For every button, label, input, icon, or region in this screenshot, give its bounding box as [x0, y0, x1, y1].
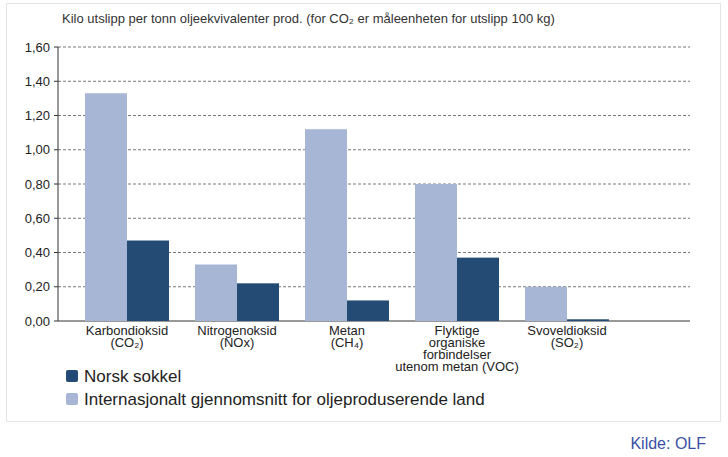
- chart: Kilo utslipp per tonn oljeekvivalenter p…: [0, 0, 728, 457]
- bar: [457, 258, 499, 321]
- tick-mark: [54, 47, 58, 48]
- y-tick-label: 1,00: [25, 142, 50, 157]
- y-tick-label: 0,40: [25, 245, 50, 260]
- source: Kilde: OLF: [630, 435, 706, 452]
- bar: [85, 93, 127, 321]
- bar: [305, 129, 347, 321]
- bar: [567, 319, 609, 321]
- tick-mark: [54, 81, 58, 82]
- tick-mark: [54, 149, 58, 150]
- tick-mark: [54, 321, 58, 322]
- grid-line: [58, 115, 690, 116]
- bar: [415, 184, 457, 321]
- legend-swatch: [66, 393, 78, 405]
- x-tick-label: Nitrogenoksid(NOx): [197, 323, 277, 350]
- x-tick-label: Flyktigeorganiskeforbindelserutenom meta…: [395, 323, 519, 374]
- y-tick-label: 0,20: [25, 279, 50, 294]
- legend-swatch: [66, 370, 78, 382]
- x-tick-label: Metan(CH₄): [329, 323, 365, 350]
- legend-label: Internasjonalt gjennomsnitt for oljeprod…: [84, 390, 485, 409]
- tick-mark: [54, 252, 58, 253]
- title: Kilo utslipp per tonn oljeekvivalenter p…: [62, 11, 555, 26]
- bar: [195, 264, 237, 321]
- y-tick-label: 0,80: [25, 177, 50, 192]
- bar: [525, 287, 567, 321]
- y-tick-label: 1,20: [25, 108, 50, 123]
- grid-line: [58, 184, 690, 185]
- grid-line: [58, 47, 690, 48]
- x-tick-label: Karbondioksid(CO₂): [86, 323, 168, 350]
- tick-mark: [54, 115, 58, 116]
- y-tick-label: 0,60: [25, 211, 50, 226]
- tick-mark: [54, 286, 58, 287]
- grid-line: [58, 149, 690, 150]
- panel: [7, 4, 721, 422]
- legend-label: Norsk sokkel: [84, 367, 181, 386]
- bars: [85, 93, 609, 321]
- bar: [127, 241, 169, 321]
- y-tick-label: 1,60: [25, 40, 50, 55]
- x-tick-label: Svoveldioksid(SO₂): [527, 323, 607, 350]
- bar: [237, 283, 279, 321]
- bar: [347, 300, 389, 321]
- grid-line: [58, 218, 690, 219]
- y-tick-label: 1,40: [25, 74, 50, 89]
- tick-mark: [54, 184, 58, 185]
- grid-line: [58, 81, 690, 82]
- tick-mark: [54, 218, 58, 219]
- y-axis: [58, 47, 59, 321]
- y-tick-label: 0,00: [25, 314, 50, 329]
